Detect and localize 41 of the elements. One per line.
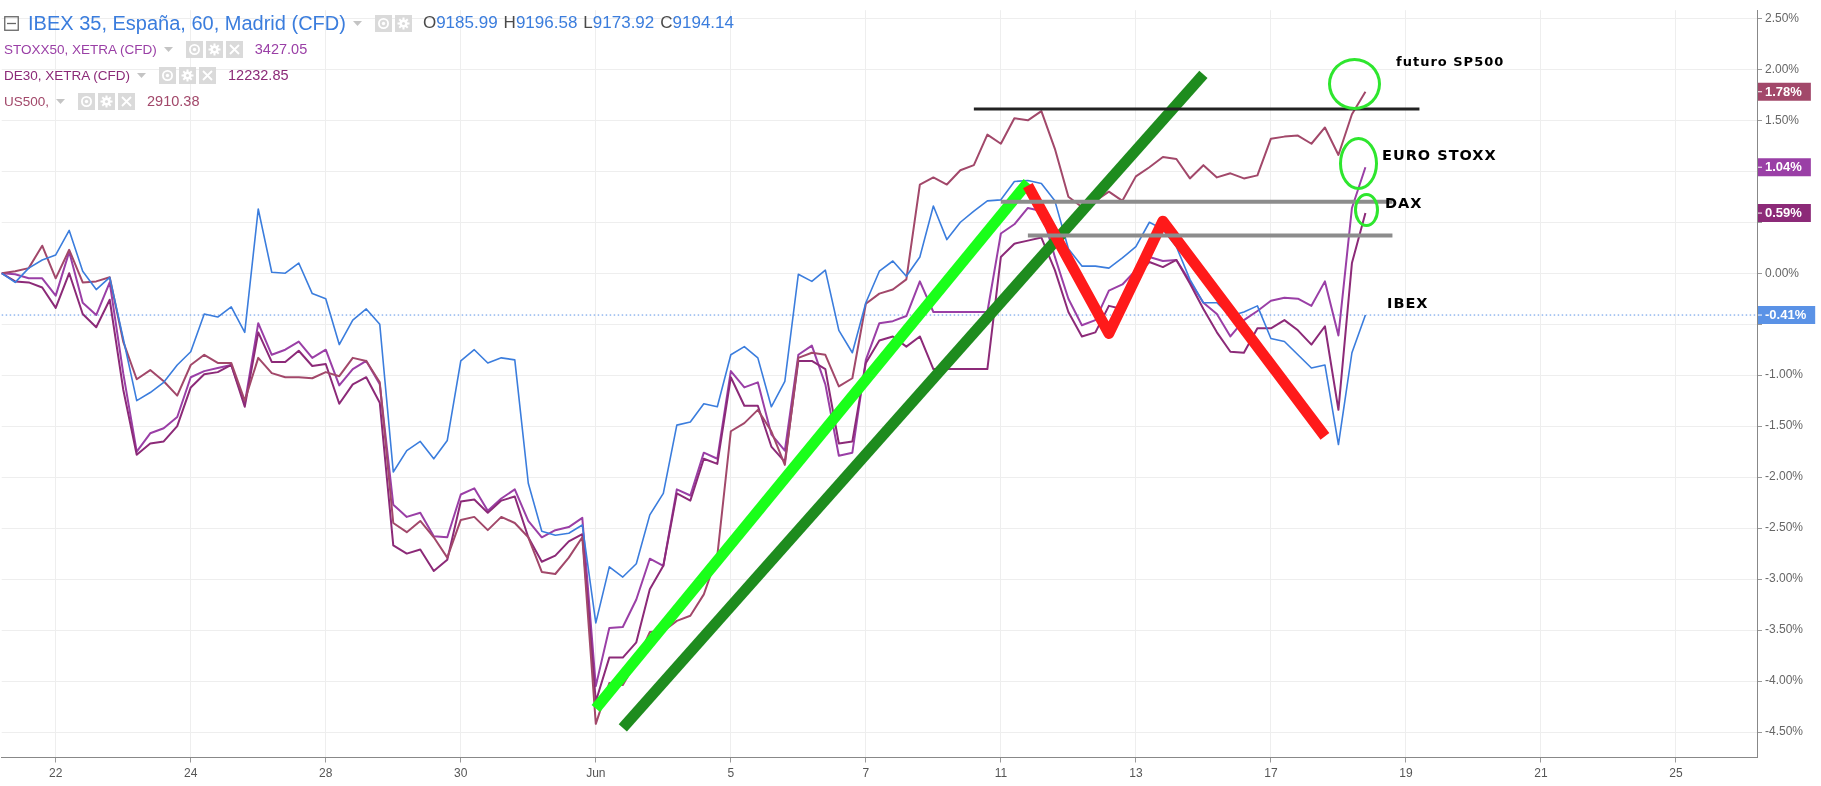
text: STOXX50, XETRA (CFD) [4,41,157,57]
y-tick-label: -1.50% [1765,418,1804,433]
x-tick-label: 7 [862,766,870,781]
x-tick-label: 24 [184,766,198,781]
ref-line-label: -0.41% [1765,307,1807,323]
y-tick-label: -1.00% [1765,367,1804,382]
x-tick-label: 21 [1534,766,1548,781]
x-tick-label: 30 [454,766,468,781]
x-tick-label: 19 [1399,766,1413,781]
x-tick-label: 25 [1669,766,1683,781]
x-tick-label: 28 [319,766,333,781]
y-tick-label: -2.00% [1765,469,1804,484]
chart-subtitle: O9185.99 H9196.58 L9173.92 C9194.14 [422,13,734,32]
annotation: IBEX [1387,294,1429,311]
y-tick-label: -4.50% [1765,724,1804,739]
annotation: 2910.38 [147,93,200,109]
y-tick-label: 1.50% [1765,112,1800,127]
x-tick-label: 5 [727,766,735,781]
x-tick-label: 11 [994,766,1008,781]
annotation: EURO STOXX [1382,146,1497,163]
text: 1.04% [1765,159,1803,175]
y-tick-label: 2.50% [1765,10,1800,25]
annotation: 3427.05 [254,41,308,57]
y-tick-label: 2.00% [1765,61,1800,76]
text: 0.59% [1765,205,1803,221]
y-tick-label: 0.00% [1765,265,1800,280]
text: 1.78% [1765,83,1803,99]
text: IBEX 35, España, 60, Madrid (CFD) [28,11,346,35]
text: US500, [4,93,50,109]
x-tick-label: 13 [1129,766,1143,781]
x-tick-label: 22 [49,766,63,781]
y-tick-label: -4.00% [1765,673,1804,688]
text: DE30, XETRA (CFD) [4,67,131,83]
annotation: 12232.85 [228,67,289,83]
y-tick-label: -3.00% [1765,571,1804,586]
x-tick-label: Jun [586,766,606,781]
y-tick-label: -2.50% [1765,520,1804,535]
y-tick-label: -3.50% [1765,622,1804,637]
annotation: DAX [1385,194,1423,211]
annotation: futuro SP500 [1396,54,1505,70]
x-tick-label: 17 [1264,766,1278,781]
